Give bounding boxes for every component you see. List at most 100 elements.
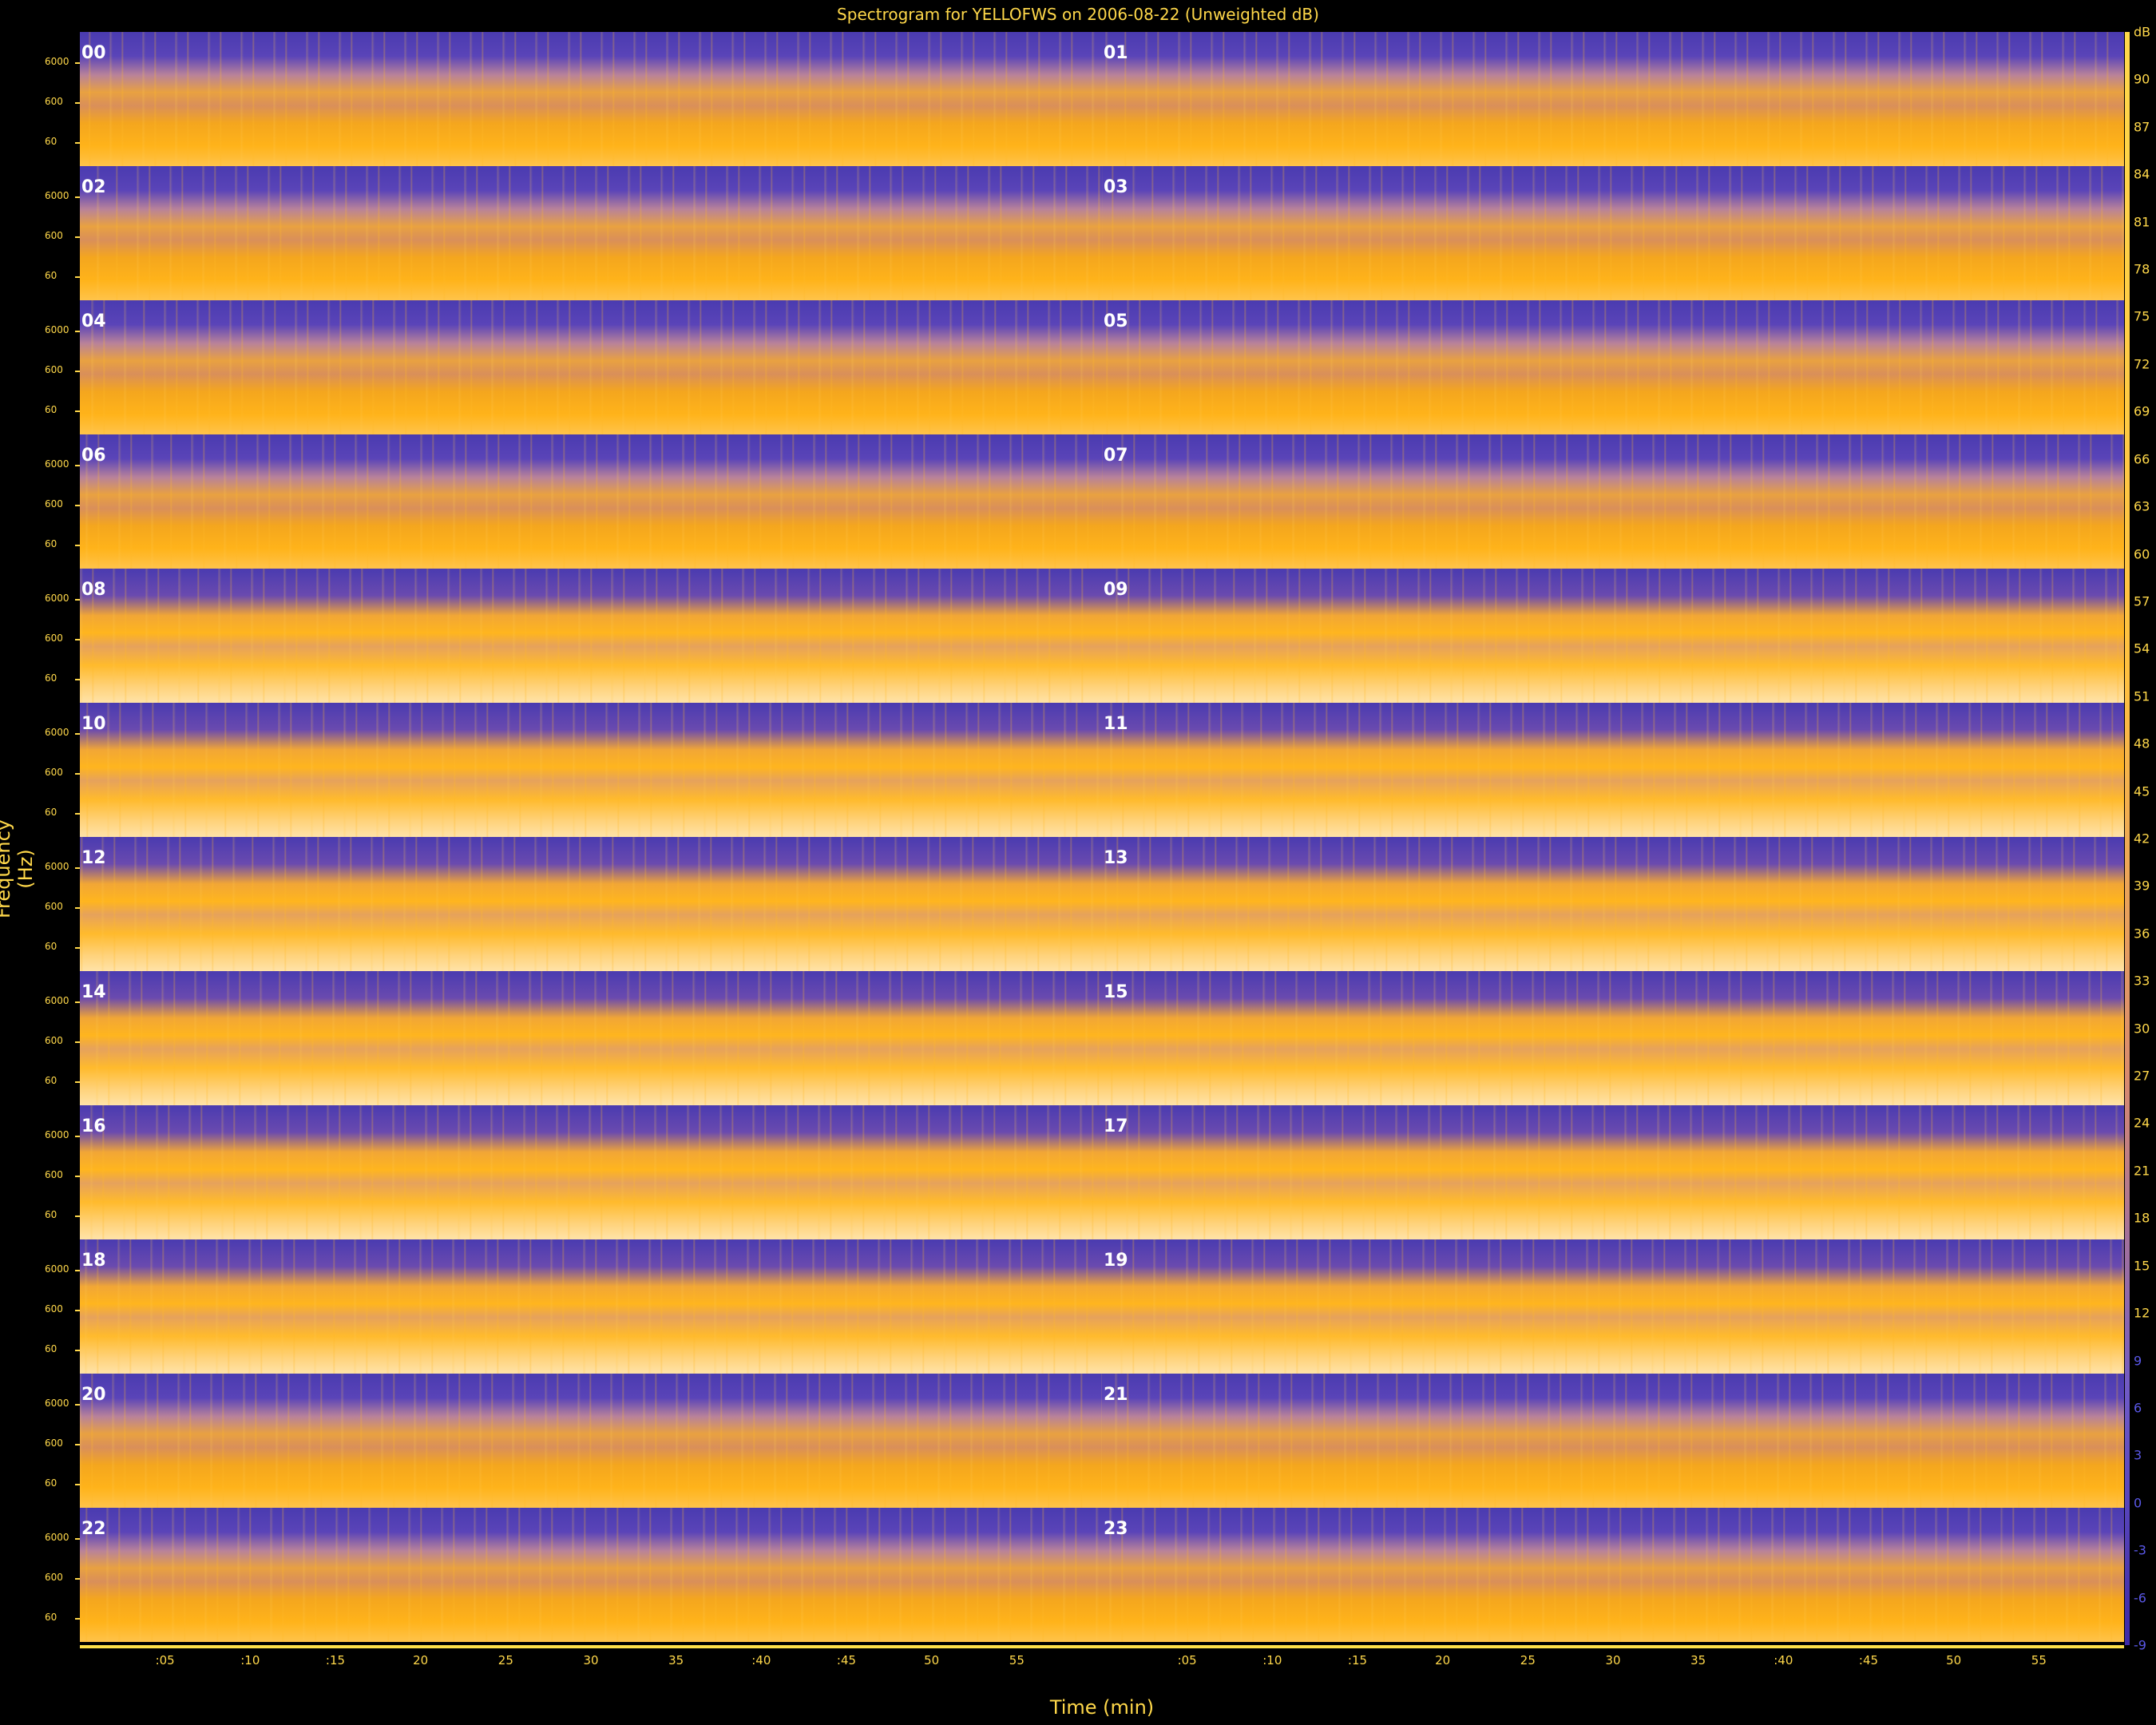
y-tick-label: 6000	[45, 1398, 69, 1409]
spectral-streaks	[1102, 703, 2124, 837]
y-tick-mark	[75, 62, 80, 64]
spectral-streaks	[1102, 1508, 2124, 1642]
hour-label: 05	[1104, 311, 1128, 331]
spectral-streaks	[1102, 166, 2124, 300]
spectrogram-panel-07: 07	[1102, 434, 2124, 569]
spectral-streaks	[80, 703, 1102, 837]
panel-row: 00 01 6000 600 60	[45, 32, 2124, 166]
hour-label: 00	[81, 43, 106, 63]
spectral-streaks	[80, 1105, 1102, 1239]
colorbar-tick-label: 81	[2134, 214, 2150, 230]
colorbar-tick-label: 24	[2134, 1115, 2150, 1131]
colorbar-tick-label: 57	[2134, 593, 2150, 609]
x-tick-label: 20	[413, 1653, 429, 1668]
spectral-streaks	[1102, 32, 2124, 166]
colorbar-tick-label: 30	[2134, 1021, 2150, 1037]
y-tick-label: 60	[45, 941, 57, 952]
spectral-streaks	[80, 971, 1102, 1105]
spectral-streaks	[1102, 1374, 2124, 1508]
x-tick-label: :05	[1177, 1653, 1197, 1668]
spectrogram-panel-08: 08	[80, 569, 1102, 703]
y-axis-label: Frequency (Hz)	[0, 819, 37, 918]
panel-row: 16 17 6000 600 60	[45, 1105, 2124, 1239]
colorbar-tick-label: 63	[2134, 498, 2150, 514]
y-tick-mark	[75, 773, 80, 775]
colorbar-tick-label: -9	[2134, 1637, 2146, 1653]
y-tick-label: 60	[45, 538, 57, 549]
colorbar-tick-label: 90	[2134, 71, 2150, 87]
panel-row: 04 05 6000 600 60	[45, 300, 2124, 434]
spectrogram-panel-04: 04	[80, 300, 1102, 434]
colorbar-tick-label: 84	[2134, 166, 2150, 182]
y-tick-label: 6000	[45, 593, 69, 604]
spectrogram-panel-14: 14	[80, 971, 1102, 1105]
x-tick-label: :10	[240, 1653, 260, 1668]
x-tick-label: 50	[1946, 1653, 1962, 1668]
colorbar-tick-label: 66	[2134, 451, 2150, 467]
x-tick-label: 35	[1690, 1653, 1706, 1668]
panel-row: 20 21 6000 600 60	[45, 1374, 2124, 1508]
y-tick-mark	[75, 102, 80, 104]
y-tick-label: 600	[45, 1035, 63, 1046]
y-tick-label: 60	[45, 1612, 57, 1623]
hour-label: 01	[1104, 43, 1128, 63]
y-tick-mark	[75, 410, 80, 412]
x-tick-label: :15	[1347, 1653, 1368, 1668]
colorbar-tick-label: 45	[2134, 783, 2150, 799]
spectrogram-panel-12: 12	[80, 837, 1102, 971]
y-tick-mark	[75, 1001, 80, 1003]
y-tick-mark	[75, 505, 80, 506]
hour-label: 08	[81, 580, 106, 600]
colorbar-tick-label: -6	[2134, 1590, 2146, 1606]
colorbar-tick-label: 21	[2134, 1163, 2150, 1179]
spectrogram-panel-10: 10	[80, 703, 1102, 837]
y-tick-label: 6000	[45, 1263, 69, 1275]
y-tick-label: 600	[45, 1303, 63, 1315]
colorbar-tick-label: 9	[2134, 1353, 2142, 1369]
colorbar-tick-label: 18	[2134, 1210, 2150, 1226]
panel-row: 12 13 6000 600 60	[45, 837, 2124, 971]
y-tick-label: 60	[45, 1209, 57, 1220]
spectral-streaks	[80, 32, 1102, 166]
x-axis-label: Time (min)	[1049, 1696, 1155, 1719]
hour-label: 06	[81, 446, 106, 466]
spectral-streaks	[80, 300, 1102, 434]
x-tick-label: :05	[155, 1653, 175, 1668]
colorbar-tick-label: 15	[2134, 1258, 2150, 1274]
y-tick-label: 6000	[45, 995, 69, 1006]
x-tick-label: 20	[1435, 1653, 1451, 1668]
spectral-streaks	[1102, 300, 2124, 434]
y-tick-mark	[75, 1578, 80, 1580]
hour-label: 23	[1104, 1519, 1128, 1539]
x-tick-label: :40	[1774, 1653, 1793, 1668]
hour-label: 21	[1104, 1385, 1128, 1405]
y-tick-label: 60	[45, 672, 57, 684]
spectrogram-panel-16: 16	[80, 1105, 1102, 1239]
y-tick-mark	[75, 371, 80, 372]
y-tick-mark	[75, 276, 80, 278]
y-tick-mark	[75, 1444, 80, 1445]
colorbar-tick-label: 39	[2134, 878, 2150, 894]
colorbar-tick-label: 6	[2134, 1400, 2142, 1416]
panel-row: 18 19 6000 600 60	[45, 1239, 2124, 1374]
x-axis-line	[80, 1645, 2124, 1648]
colorbar-tick-label: -3	[2134, 1542, 2146, 1558]
spectral-streaks	[1102, 569, 2124, 703]
y-tick-label: 6000	[45, 190, 69, 201]
spectrogram-panel-22: 22	[80, 1508, 1102, 1642]
colorbar	[2125, 32, 2130, 1645]
y-tick-label: 600	[45, 1169, 63, 1180]
y-tick-mark	[75, 1270, 80, 1271]
hour-label: 07	[1104, 446, 1128, 466]
colorbar-tick-label: 36	[2134, 926, 2150, 942]
y-tick-mark	[75, 813, 80, 815]
colorbar-tick-label: 75	[2134, 308, 2150, 324]
spectrogram-panel-06: 06	[80, 434, 1102, 569]
panel-row: 08 09 6000 600 60	[45, 569, 2124, 703]
y-tick-label: 600	[45, 1572, 63, 1583]
colorbar-tick-label: 72	[2134, 356, 2150, 372]
colorbar-tick-label: 51	[2134, 688, 2150, 704]
spectral-streaks	[1102, 1105, 2124, 1239]
y-tick-label: 6000	[45, 324, 69, 335]
spectrogram-panel-02: 02	[80, 166, 1102, 300]
